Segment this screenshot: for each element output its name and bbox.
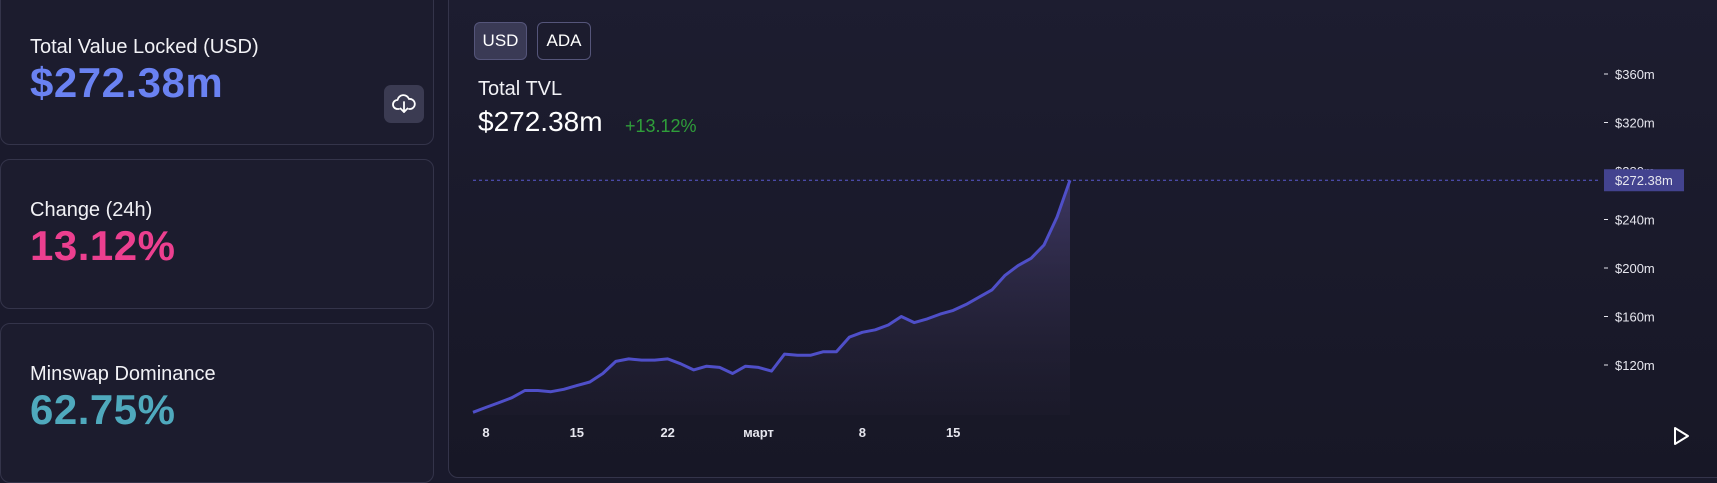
x-tick-label: 8 bbox=[859, 425, 866, 440]
chart-change-percent: +13.12% bbox=[625, 116, 697, 136]
tvl-area-fill bbox=[473, 180, 1070, 415]
tvl-label: Total Value Locked (USD) bbox=[30, 36, 259, 58]
y-tick-label: $120m bbox=[1615, 358, 1655, 373]
y-tick-label: $240m bbox=[1615, 213, 1655, 228]
tvl-chart[interactable]: $120m$160m$200m$240m$280m$320m$360m$272.… bbox=[0, 0, 1717, 465]
x-tick-label: 22 bbox=[660, 425, 674, 440]
x-tick-label: 15 bbox=[570, 425, 584, 440]
y-tick-label: $200m bbox=[1615, 261, 1655, 276]
cloud-download-icon bbox=[392, 94, 416, 113]
change-label: Change (24h) bbox=[30, 199, 153, 221]
chart-title: Total TVL bbox=[478, 78, 563, 100]
x-tick-label: 8 bbox=[482, 425, 489, 440]
change-card: Change (24h) 13.12% bbox=[0, 159, 434, 309]
tvl-series-line bbox=[472, 179, 1072, 414]
change-value: 13.12% bbox=[30, 222, 176, 269]
dominance-value: 62.75% bbox=[30, 386, 176, 433]
chart-current-value: $272.38m bbox=[478, 106, 603, 137]
y-tick-label: $160m bbox=[1615, 310, 1655, 325]
download-button[interactable] bbox=[384, 85, 424, 123]
dominance-card: Minswap Dominance 62.75% bbox=[0, 323, 434, 483]
current-value-badge bbox=[1604, 169, 1684, 192]
play-icon[interactable] bbox=[1670, 424, 1692, 448]
usd-toggle-button[interactable]: USD bbox=[474, 22, 527, 60]
ada-toggle-button[interactable]: ADA bbox=[537, 22, 591, 60]
current-value-badge-label: $272.38m bbox=[1615, 173, 1673, 188]
x-tick-label: 15 bbox=[946, 425, 960, 440]
tvl-value: $272.38m bbox=[30, 59, 224, 106]
x-tick-label: март bbox=[743, 425, 774, 440]
dominance-label: Minswap Dominance bbox=[30, 363, 216, 385]
y-tick-label: $320m bbox=[1615, 116, 1655, 131]
y-tick-label: $360m bbox=[1615, 67, 1655, 82]
tvl-card: Total Value Locked (USD) $272.38m bbox=[0, 0, 434, 145]
